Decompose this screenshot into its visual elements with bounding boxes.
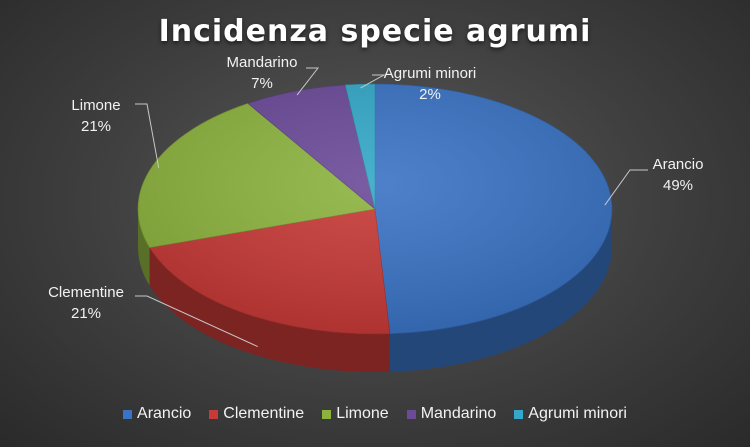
legend-swatch bbox=[514, 409, 524, 419]
legend-item-mandarino: Mandarino bbox=[406, 405, 497, 423]
leader-line bbox=[360, 74, 386, 89]
pie-slices bbox=[137, 83, 613, 335]
legend-item-agrumi-minori: Agrumi minori bbox=[514, 405, 627, 423]
data-label-category: Arancio bbox=[652, 156, 704, 173]
data-label-agrumi-minori: Agrumi minori 2% bbox=[380, 63, 480, 105]
data-label-category: Limone bbox=[71, 97, 121, 114]
pie-side-clementine bbox=[149, 247, 390, 372]
data-label-arancio: Arancio 49% bbox=[628, 154, 728, 196]
legend-swatch bbox=[322, 409, 332, 419]
legend-label: Clementine bbox=[223, 405, 305, 422]
leader-line bbox=[135, 295, 258, 348]
chart-title: Incidenza specie agrumi bbox=[158, 14, 592, 49]
data-label-mandarino: Mandarino 7% bbox=[212, 52, 312, 94]
legend-label: Mandarino bbox=[420, 405, 497, 422]
data-label-category: Agrumi minori bbox=[383, 65, 477, 82]
leader-line bbox=[135, 103, 160, 169]
legend-item-arancio: Arancio bbox=[123, 405, 191, 423]
data-label-value: 21% bbox=[70, 305, 102, 322]
legend-swatch bbox=[123, 409, 133, 419]
data-label-category: Clementine bbox=[48, 284, 124, 301]
legend-label: Arancio bbox=[137, 405, 192, 422]
data-label-limone: Limone 21% bbox=[46, 95, 146, 137]
legend-label: Limone bbox=[336, 405, 389, 422]
legend-item-clementine: Clementine bbox=[209, 405, 304, 423]
data-label-clementine: Clementine 21% bbox=[36, 282, 136, 324]
data-label-value: 7% bbox=[251, 75, 273, 92]
leader-line bbox=[604, 169, 648, 206]
data-label-value: 21% bbox=[80, 118, 112, 135]
pie-sides bbox=[138, 209, 612, 372]
legend-item-limone: Limone bbox=[322, 405, 389, 423]
pie-gloss bbox=[138, 84, 612, 334]
pie-side-arancio bbox=[389, 209, 612, 372]
legend-swatch bbox=[406, 409, 416, 419]
data-label-value: 2% bbox=[419, 86, 441, 103]
legend: Arancio Clementine Limone Mandarino Agrumi m… bbox=[0, 405, 750, 423]
leader-lines bbox=[135, 67, 648, 348]
legend-swatch bbox=[209, 409, 219, 419]
legend-label: Agrumi minori bbox=[528, 405, 627, 422]
pie-side-limone bbox=[138, 209, 150, 286]
leader-line bbox=[296, 67, 320, 96]
data-label-category: Mandarino bbox=[226, 54, 298, 71]
data-label-value: 49% bbox=[662, 177, 694, 194]
